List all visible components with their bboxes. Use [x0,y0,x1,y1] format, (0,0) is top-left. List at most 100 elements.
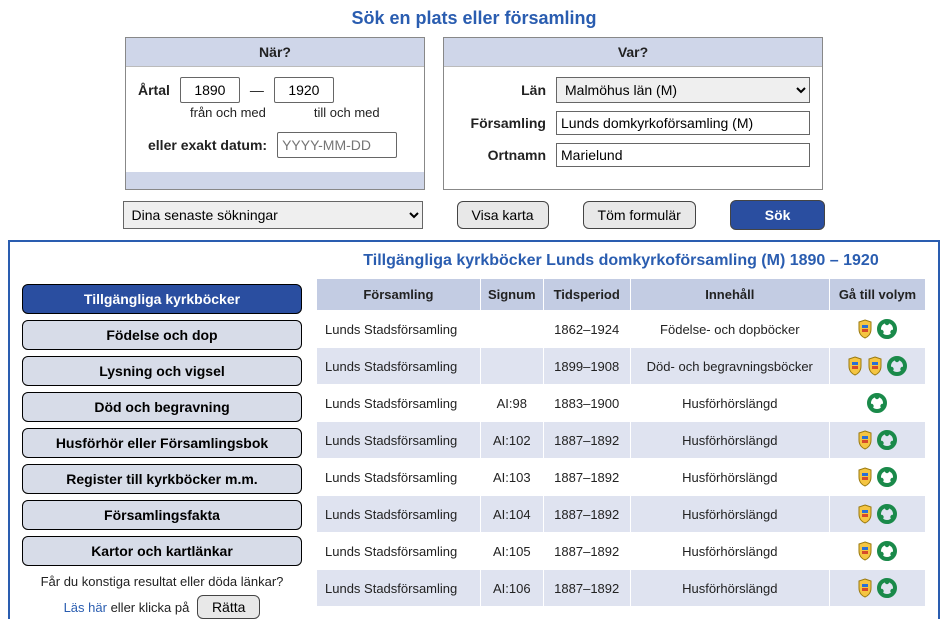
year-from-input[interactable] [180,77,240,103]
table-row: Lunds StadsförsamlingAI:1061887–1892Husf… [317,570,926,607]
table-cell: Husförhörslängd [630,459,829,496]
year-label: Årtal [138,82,170,98]
table-cell: Lunds Stadsförsamling [317,422,481,459]
table-cell: Lunds Stadsförsamling [317,570,481,607]
table-cell: AI:103 [480,459,543,496]
ring-icon[interactable] [877,504,897,524]
search-button[interactable]: Sök [730,200,826,230]
shield-icon[interactable] [857,467,873,487]
shield-icon[interactable] [867,356,883,376]
shield-icon[interactable] [857,319,873,339]
go-to-volume-cell [829,422,925,459]
table-row: Lunds StadsförsamlingAI:1041887–1892Husf… [317,496,926,533]
column-header: Innehåll [630,279,829,311]
shield-icon[interactable] [847,356,863,376]
clear-form-button[interactable]: Töm formulär [583,201,696,229]
shield-icon[interactable] [857,541,873,561]
ring-icon[interactable] [877,541,897,561]
correct-button[interactable]: Rätta [197,595,260,619]
table-row: Lunds StadsförsamlingAI:1031887–1892Husf… [317,459,926,496]
table-cell: 1883–1900 [543,385,630,422]
results-frame: Tillgängliga kyrkböcker Födelse och dop Ly… [8,240,940,619]
panel-where-header: Var? [444,38,822,66]
table-cell: Död- och begravningsböcker [630,348,829,385]
table-cell: Lunds Stadsförsamling [317,385,481,422]
ring-icon[interactable] [867,393,887,413]
county-select[interactable]: Malmöhus län (M) [556,77,810,103]
table-cell [480,348,543,385]
results-table: FörsamlingSignumTidsperiodInnehållGå til… [316,278,926,607]
table-cell: 1887–1892 [543,459,630,496]
sidebar-item-4[interactable]: Husförhör eller Församlingsbok [22,428,302,458]
table-cell: Lunds Stadsförsamling [317,348,481,385]
table-cell: 1899–1908 [543,348,630,385]
year-dash: — [250,82,264,98]
shield-icon[interactable] [857,578,873,598]
go-to-volume-cell [829,385,925,422]
sidebar-item-0[interactable]: Tillgängliga kyrkböcker [22,284,302,314]
table-cell: AI:106 [480,570,543,607]
sidebar-item-5[interactable]: Register till kyrkböcker m.m. [22,464,302,494]
ring-icon[interactable] [877,467,897,487]
panel-when-header: När? [126,38,424,66]
table-row: Lunds Stadsförsamling 1862–1924Födelse- o… [317,311,926,348]
show-map-button[interactable]: Visa karta [457,201,549,229]
results-area: Tillgängliga kyrkböcker Lunds domkyrkofö… [316,252,926,619]
to-caption: till och med [314,105,380,120]
table-cell: AI:105 [480,533,543,570]
table-cell: Lunds Stadsförsamling [317,533,481,570]
table-row: Lunds StadsförsamlingAI:1051887–1892Husf… [317,533,926,570]
ring-icon[interactable] [877,430,897,450]
year-to-input[interactable] [274,77,334,103]
table-cell: AI:98 [480,385,543,422]
table-cell: Husförhörslängd [630,570,829,607]
table-row: Lunds StadsförsamlingAI:981883–1900Husfö… [317,385,926,422]
table-cell: Husförhörslängd [630,533,829,570]
table-cell: Lunds Stadsförsamling [317,459,481,496]
county-label: Län [456,82,546,98]
read-more-link[interactable]: Läs här [64,600,107,615]
place-label: Ortnamn [456,147,546,163]
table-cell [480,311,543,348]
table-cell: Husförhörslängd [630,422,829,459]
parish-input[interactable] [556,111,810,135]
table-cell: AI:104 [480,496,543,533]
column-header: Gå till volym [829,279,925,311]
go-to-volume-cell [829,533,925,570]
column-header: Församling [317,279,481,311]
table-cell: Födelse- och dopböcker [630,311,829,348]
ring-icon[interactable] [877,578,897,598]
ring-icon[interactable] [877,319,897,339]
table-cell: Lunds Stadsförsamling [317,311,481,348]
sidebar-item-3[interactable]: Död och begravning [22,392,302,422]
shield-icon[interactable] [857,430,873,450]
page-title: Sök en plats eller församling [8,8,940,29]
results-title: Tillgängliga kyrkböcker Lunds domkyrkofö… [316,252,926,270]
go-to-volume-cell [829,459,925,496]
table-cell: 1887–1892 [543,422,630,459]
table-cell: Husförhörslängd [630,496,829,533]
column-header: Tidsperiod [543,279,630,311]
sidebar-item-1[interactable]: Födelse och dop [22,320,302,350]
go-to-volume-cell [829,311,925,348]
go-to-volume-cell [829,570,925,607]
table-cell: 1887–1892 [543,533,630,570]
panel-when: När? Årtal — från och med till och med e… [125,37,425,190]
sidebar-note-line1: Får du konstiga resultat eller döda länk… [22,574,302,589]
action-row: Dina senaste sökningar Visa karta Töm fo… [8,200,940,230]
sidebar-item-6[interactable]: Församlingsfakta [22,500,302,530]
parish-label: Församling [456,115,546,131]
sidebar-item-7[interactable]: Kartor och kartlänkar [22,536,302,566]
panel-where: Var? Län Malmöhus län (M) Församling Ort… [443,37,823,190]
table-cell: 1862–1924 [543,311,630,348]
shield-icon[interactable] [857,504,873,524]
column-header: Signum [480,279,543,311]
recent-searches-select[interactable]: Dina senaste sökningar [123,201,423,229]
go-to-volume-cell [829,496,925,533]
ring-icon[interactable] [887,356,907,376]
table-row: Lunds StadsförsamlingAI:1021887–1892Husf… [317,422,926,459]
place-input[interactable] [556,143,810,167]
table-cell: 1887–1892 [543,496,630,533]
exact-date-input[interactable] [277,132,397,158]
sidebar-item-2[interactable]: Lysning och vigsel [22,356,302,386]
